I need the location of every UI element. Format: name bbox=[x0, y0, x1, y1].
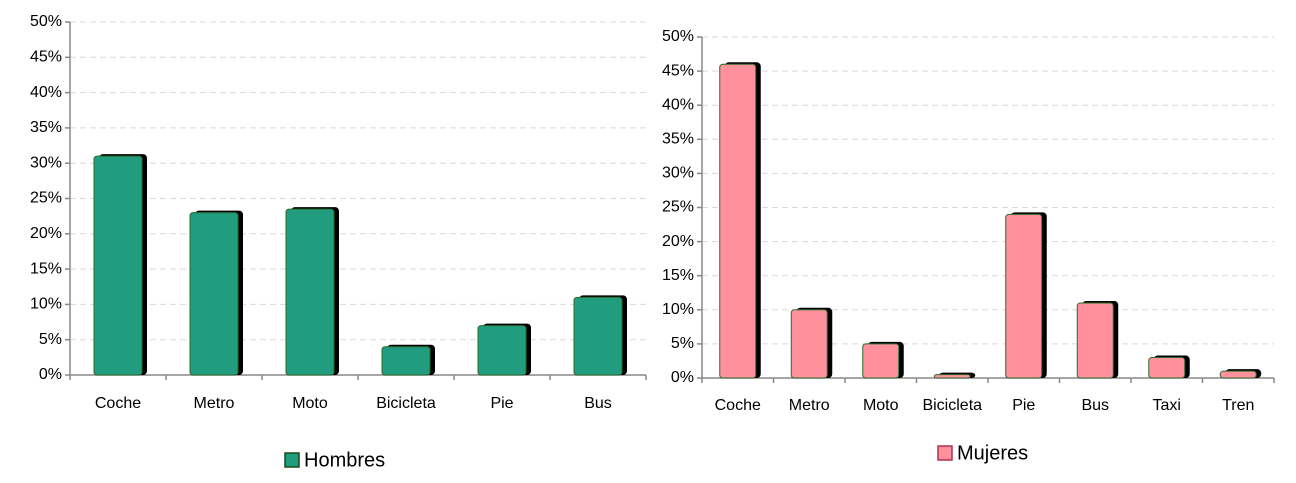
x-tick-label: Metro bbox=[789, 397, 830, 414]
bar bbox=[1076, 302, 1114, 379]
y-tick-label: 35% bbox=[662, 131, 694, 148]
bar bbox=[790, 309, 828, 379]
y-tick-label: 35% bbox=[30, 119, 62, 136]
y-tick-label: 50% bbox=[30, 13, 62, 30]
bar bbox=[477, 325, 527, 376]
x-tick-label: Bus bbox=[1081, 397, 1109, 414]
y-tick-label: 5% bbox=[671, 335, 694, 352]
x-tick-label: Taxi bbox=[1153, 397, 1181, 414]
bar bbox=[381, 346, 431, 376]
x-tick-label: Bus bbox=[584, 395, 612, 412]
y-tick-label: 50% bbox=[662, 28, 694, 45]
bar bbox=[1148, 357, 1186, 379]
y-tick-label: 45% bbox=[662, 62, 694, 79]
y-tick-label: 5% bbox=[39, 331, 62, 348]
bar bbox=[862, 343, 900, 379]
x-tick-label: Bicicleta bbox=[376, 395, 436, 412]
y-tick-label: 20% bbox=[30, 225, 62, 242]
y-tick-label: 40% bbox=[662, 96, 694, 113]
bar bbox=[93, 155, 143, 376]
x-tick-label: Moto bbox=[863, 397, 899, 414]
legend-label: Hombres bbox=[304, 449, 385, 471]
bar bbox=[1005, 213, 1043, 379]
legend-swatch bbox=[284, 452, 300, 468]
bar bbox=[285, 208, 335, 376]
bar bbox=[719, 63, 757, 379]
x-tick-label: Pie bbox=[490, 395, 513, 412]
x-tick-label: Pie bbox=[1012, 397, 1035, 414]
bar bbox=[1219, 370, 1257, 379]
bar bbox=[933, 374, 971, 379]
y-tick-label: 0% bbox=[39, 366, 62, 383]
y-tick-label: 30% bbox=[30, 154, 62, 171]
x-tick-label: Bicicleta bbox=[922, 397, 982, 414]
y-tick-label: 40% bbox=[30, 84, 62, 101]
x-tick-label: Metro bbox=[194, 395, 235, 412]
bar bbox=[573, 296, 623, 376]
y-tick-label: 15% bbox=[662, 267, 694, 284]
y-tick-label: 30% bbox=[662, 165, 694, 182]
y-tick-label: 10% bbox=[30, 296, 62, 313]
y-tick-label: 15% bbox=[30, 260, 62, 277]
y-tick-label: 25% bbox=[662, 199, 694, 216]
x-tick-label: Moto bbox=[292, 395, 328, 412]
x-tick-label: Tren bbox=[1222, 397, 1254, 414]
x-tick-label: Coche bbox=[715, 397, 761, 414]
legend-swatch bbox=[937, 445, 953, 461]
x-tick-label: Coche bbox=[95, 395, 141, 412]
y-tick-label: 0% bbox=[671, 369, 694, 386]
y-tick-label: 10% bbox=[662, 301, 694, 318]
bar bbox=[189, 212, 239, 376]
legend-label: Mujeres bbox=[957, 442, 1028, 464]
y-tick-label: 45% bbox=[30, 49, 62, 66]
y-tick-label: 25% bbox=[30, 190, 62, 207]
y-tick-label: 20% bbox=[662, 233, 694, 250]
